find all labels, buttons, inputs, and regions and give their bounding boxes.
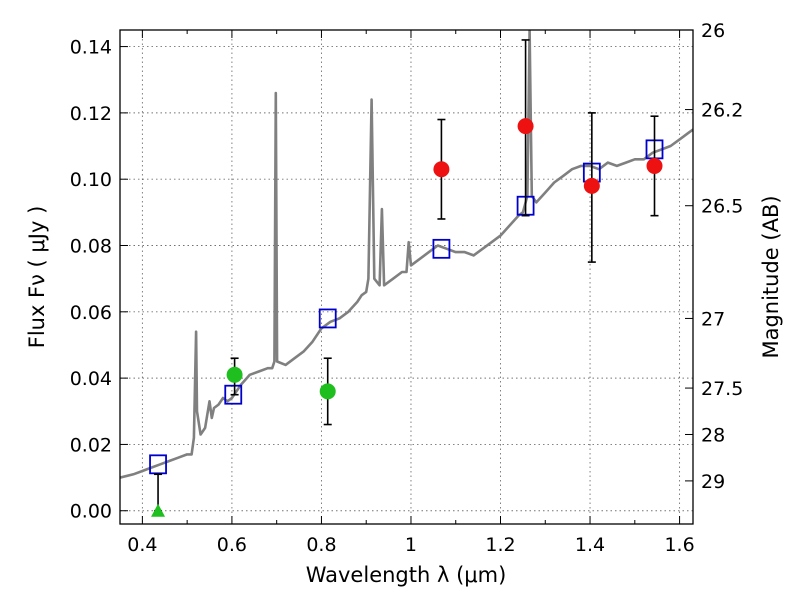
right-tick-label: 26.5 <box>701 196 743 218</box>
x-tick-label: 1.4 <box>575 534 605 556</box>
model-photometry-square <box>149 454 167 475</box>
red-data-point <box>646 157 663 174</box>
y-tick-label: 0.10 <box>70 169 112 191</box>
green-data-point <box>319 383 336 400</box>
green-data-point <box>226 366 243 383</box>
grid-lines <box>120 30 693 524</box>
red-data-point <box>583 177 600 194</box>
right-tick-label: 29 <box>701 471 725 493</box>
model-photometry-square <box>224 384 243 405</box>
upper-limit-triangle <box>151 503 166 517</box>
y-tick-label: 0.00 <box>70 501 112 523</box>
y-tick-label: 0.04 <box>70 368 112 390</box>
x-tick-label: 1 <box>405 534 417 556</box>
plot-area <box>120 30 693 517</box>
model-spectrum-line <box>120 30 693 479</box>
right-tick-label: 27.5 <box>701 378 743 400</box>
x-tick-label: 1.2 <box>485 534 515 556</box>
x-tick-label: 0.6 <box>217 534 247 556</box>
y-tick-label: 0.12 <box>70 103 112 125</box>
model-photometry-square <box>432 238 451 259</box>
x-tick-label: 1.6 <box>664 534 694 556</box>
x-tick-label: 0.4 <box>127 534 157 556</box>
y-axis-right-label: Magnitude (AB) <box>759 195 783 358</box>
red-data-point <box>517 118 534 135</box>
right-tick-label: 26.2 <box>701 100 743 122</box>
y-tick-label: 0.02 <box>70 434 112 456</box>
right-tick-label: 28 <box>701 424 725 446</box>
y-axis-label: Flux Fν ( μJy ) <box>25 206 49 349</box>
model-photometry-square <box>318 308 337 329</box>
plot-clipped-group <box>120 30 693 479</box>
right-tick-label: 26 <box>701 20 725 42</box>
y-tick-label: 0.14 <box>70 37 112 59</box>
x-tick-label: 0.8 <box>306 534 336 556</box>
axis-ticks: 0.4 0.6 0.8 1 1.2 1.4 1.6 0.00 0.02 0.04 0.06 0.08 0… <box>70 20 744 556</box>
red-data-point <box>433 161 450 178</box>
y-tick-label: 0.08 <box>70 236 112 258</box>
right-tick-label: 27 <box>701 308 725 330</box>
plot-frame <box>119 29 694 525</box>
y-tick-label: 0.06 <box>70 302 112 324</box>
x-axis-label: Wavelength λ (μm) <box>306 563 507 587</box>
